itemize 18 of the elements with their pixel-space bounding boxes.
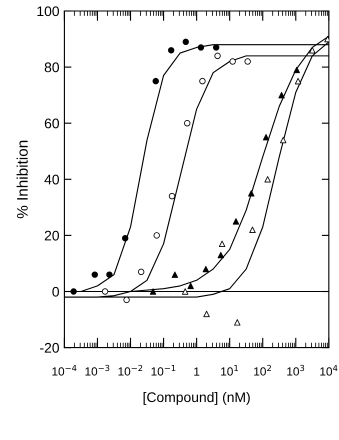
x-axis-title: [Compound] (nM) xyxy=(144,392,250,405)
x-tick-label: 10$^{−4}$ xyxy=(52,364,76,376)
x-tick-label: 10$^{4}$ xyxy=(320,364,338,376)
x-tick-label: 1 xyxy=(194,367,200,376)
x-tick-label: 10$^{−1}$ xyxy=(152,364,176,376)
y-tick-label: -20 xyxy=(40,342,60,353)
x-tick-label: 10$^{−2}$ xyxy=(118,364,142,376)
y-tick-label: 80 xyxy=(44,62,60,72)
y-tick-label: 60 xyxy=(44,118,60,128)
x-tick-label: 10$^{1}$ xyxy=(221,364,238,376)
x-tick-label: 10$^{3}$ xyxy=(287,364,304,376)
y-tick-label: 100 xyxy=(37,6,60,16)
y-axis-title: % Inhibition xyxy=(16,140,28,218)
x-tick-label: 10$^{−3}$ xyxy=(85,364,110,376)
y-tick-label: 0 xyxy=(52,286,60,297)
x-tick-label: 10$^{2}$ xyxy=(254,364,271,376)
y-tick-label: 40 xyxy=(44,174,60,184)
y-tick-label: 20 xyxy=(44,230,60,241)
